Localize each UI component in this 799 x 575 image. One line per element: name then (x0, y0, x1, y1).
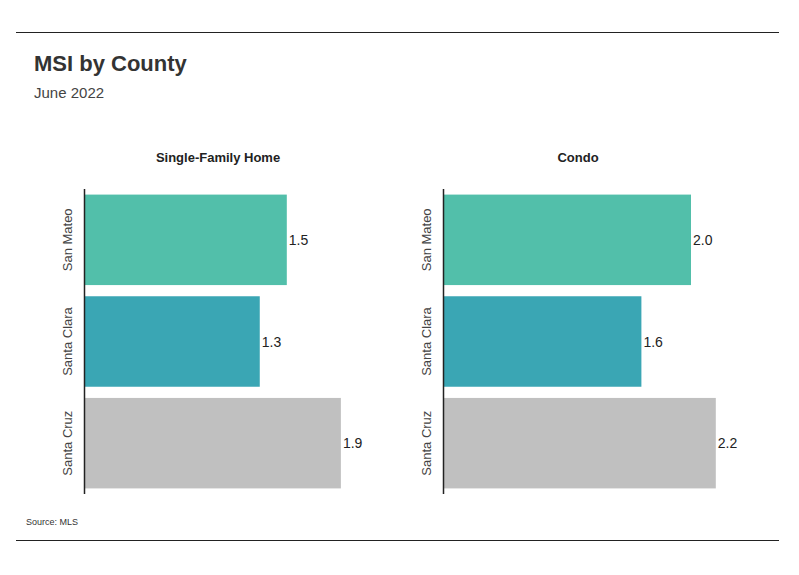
chart-title: Condo (557, 150, 598, 165)
page-title: MSI by County (34, 51, 188, 76)
bar (84, 296, 260, 386)
data-label: 1.6 (643, 334, 663, 350)
category-label: Santa Clara (419, 306, 434, 375)
bar (443, 195, 691, 285)
chart-svg: MSI by County June 2022 Source: MLS Single-… (0, 0, 799, 575)
category-label: San Mateo (419, 208, 434, 271)
bar (443, 398, 716, 488)
bar (84, 195, 287, 285)
category-label: San Mateo (60, 208, 75, 271)
labels: 1.5 San Mateo 1.3 Santa Clara 1.9 Santa Cruz (60, 208, 363, 475)
data-label: 2.0 (693, 232, 713, 248)
category-label: Santa Cruz (419, 411, 434, 476)
data-label: 1.3 (262, 334, 282, 350)
category-label: Santa Clara (60, 306, 75, 375)
bars (84, 195, 341, 489)
chart-panel: Condo 2.0 San Mateo 1.6 Santa Clara 2.2 Santa … (419, 150, 737, 494)
category-axis (443, 189, 445, 494)
category-axis (84, 189, 86, 494)
bar (84, 398, 341, 488)
top-rule (16, 32, 779, 33)
chart-title: Single-Family Home (156, 150, 280, 165)
source-note: Source: MLS (26, 517, 78, 527)
chart-panel: Single-Family Home 1.5 San Mateo 1.3 Santa C… (60, 150, 363, 494)
data-label: 2.2 (718, 435, 738, 451)
data-label: 1.5 (289, 232, 309, 248)
chart-root: MSI by County June 2022 Source: MLS Single-… (0, 0, 799, 575)
bar (443, 296, 641, 386)
bars (443, 195, 716, 489)
category-label: Santa Cruz (60, 411, 75, 476)
labels: 2.0 San Mateo 1.6 Santa Clara 2.2 Santa Cruz (419, 208, 737, 475)
data-label: 1.9 (343, 435, 363, 451)
bottom-rule (16, 540, 779, 541)
page-subtitle: June 2022 (34, 84, 104, 101)
